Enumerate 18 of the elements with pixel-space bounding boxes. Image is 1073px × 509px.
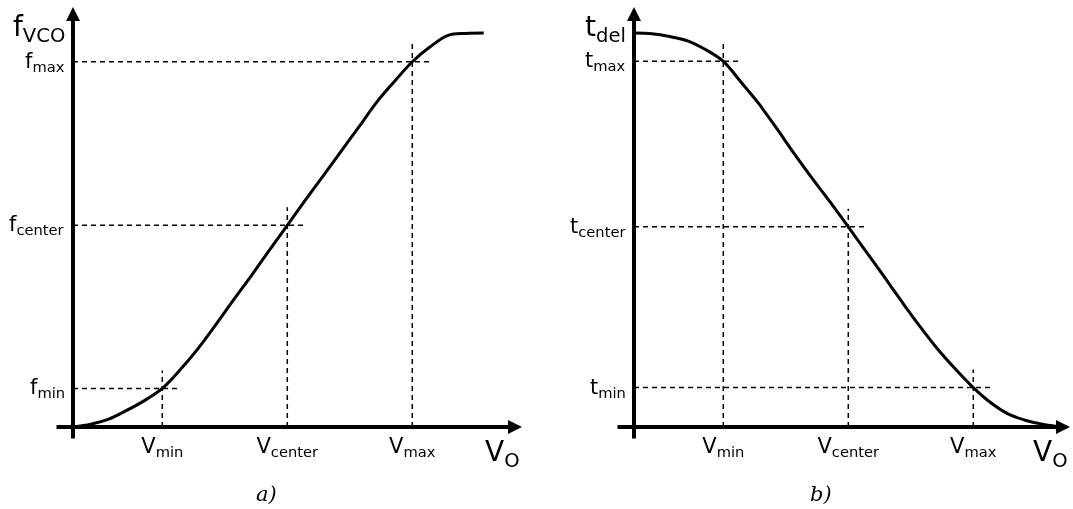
text: a) [256,482,277,506]
ref-line-label: t$_{min}$ [590,375,626,402]
x-tick-label: V$_{max}$ [950,434,997,461]
ref-line-label: f$_{center}$ [9,212,65,239]
x-tick-label: V$_{center}$ [817,434,881,461]
x-tick-label: V$_{min}$ [141,434,184,461]
x-tick-label: V$_{max}$ [389,434,436,461]
x-axis-title: V$_{O}$ [485,435,520,472]
ref-line-label: f$_{min}$ [30,375,66,402]
ref-line-label: t$_{max}$ [585,48,626,75]
ref-line-label: f$_{max}$ [25,49,65,76]
y-axis-title: f$_{VCO}$ [13,10,66,47]
x-tick-label: V$_{min}$ [702,434,745,461]
x-tick-label: V$_{center}$ [256,434,320,461]
ref-line-label: t$_{center}$ [570,214,627,241]
y-axis-title: t$_{del}$ [585,10,626,47]
x-axis-title: V$_{O}$ [1033,435,1068,472]
text: b) [810,482,832,506]
